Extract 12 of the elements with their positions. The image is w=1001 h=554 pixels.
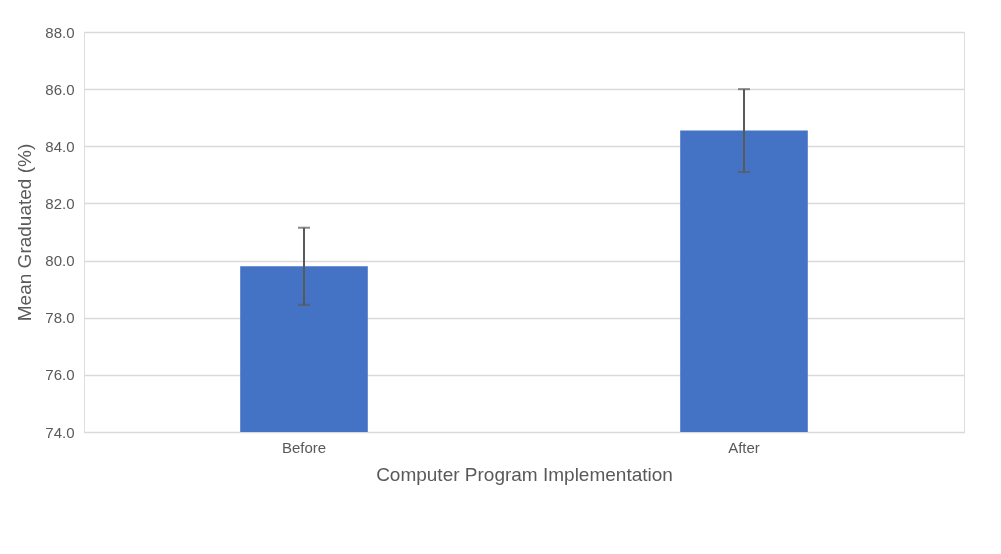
x-tick-label: Before xyxy=(281,438,327,456)
y-tick-label: 74.0 xyxy=(45,423,75,441)
y-tick-label: 84.0 xyxy=(45,137,75,155)
y-tick-label: 78.0 xyxy=(45,309,75,327)
y-tick-label: 76.0 xyxy=(45,366,75,384)
y-tick-label: 82.0 xyxy=(45,194,75,212)
y-tick-label: 80.0 xyxy=(45,252,75,270)
y-tick-label: 88.0 xyxy=(45,23,75,41)
x-axis-title: Computer Program Implementation xyxy=(376,463,673,485)
y-tick-label: 86.0 xyxy=(45,80,75,98)
x-tick-label: After xyxy=(728,438,760,456)
y-axis-title: Mean Graduated (%) xyxy=(14,143,36,322)
